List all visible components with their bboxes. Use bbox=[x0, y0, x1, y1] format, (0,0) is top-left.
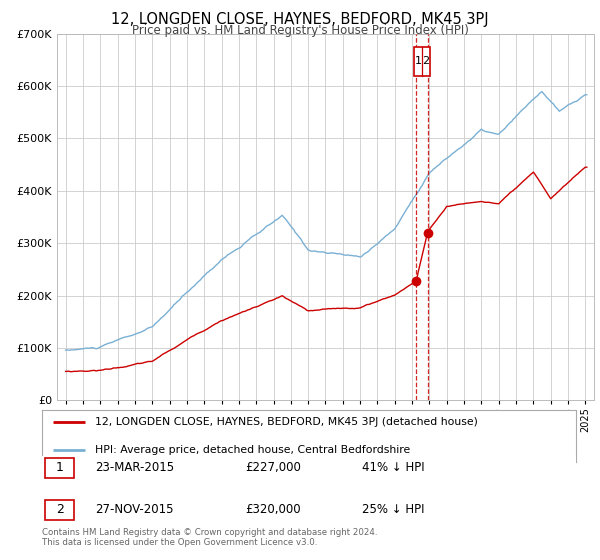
FancyBboxPatch shape bbox=[414, 46, 430, 76]
Text: HPI: Average price, detached house, Central Bedfordshire: HPI: Average price, detached house, Cent… bbox=[95, 445, 410, 455]
FancyBboxPatch shape bbox=[44, 458, 74, 478]
Text: 1: 1 bbox=[415, 56, 421, 66]
Text: 25% ↓ HPI: 25% ↓ HPI bbox=[362, 503, 425, 516]
Text: £320,000: £320,000 bbox=[245, 503, 301, 516]
Text: 23-MAR-2015: 23-MAR-2015 bbox=[95, 461, 175, 474]
Text: 12, LONGDEN CLOSE, HAYNES, BEDFORD, MK45 3PJ: 12, LONGDEN CLOSE, HAYNES, BEDFORD, MK45… bbox=[111, 12, 489, 27]
Text: Price paid vs. HM Land Registry's House Price Index (HPI): Price paid vs. HM Land Registry's House … bbox=[131, 24, 469, 36]
FancyBboxPatch shape bbox=[44, 500, 74, 520]
Text: Contains HM Land Registry data © Crown copyright and database right 2024.
This d: Contains HM Land Registry data © Crown c… bbox=[42, 528, 377, 547]
Text: 2: 2 bbox=[56, 503, 64, 516]
Text: 1: 1 bbox=[56, 461, 64, 474]
Text: 27-NOV-2015: 27-NOV-2015 bbox=[95, 503, 174, 516]
Text: 2: 2 bbox=[422, 56, 430, 66]
Text: 12, LONGDEN CLOSE, HAYNES, BEDFORD, MK45 3PJ (detached house): 12, LONGDEN CLOSE, HAYNES, BEDFORD, MK45… bbox=[95, 417, 478, 427]
Text: £227,000: £227,000 bbox=[245, 461, 301, 474]
Text: 41% ↓ HPI: 41% ↓ HPI bbox=[362, 461, 425, 474]
